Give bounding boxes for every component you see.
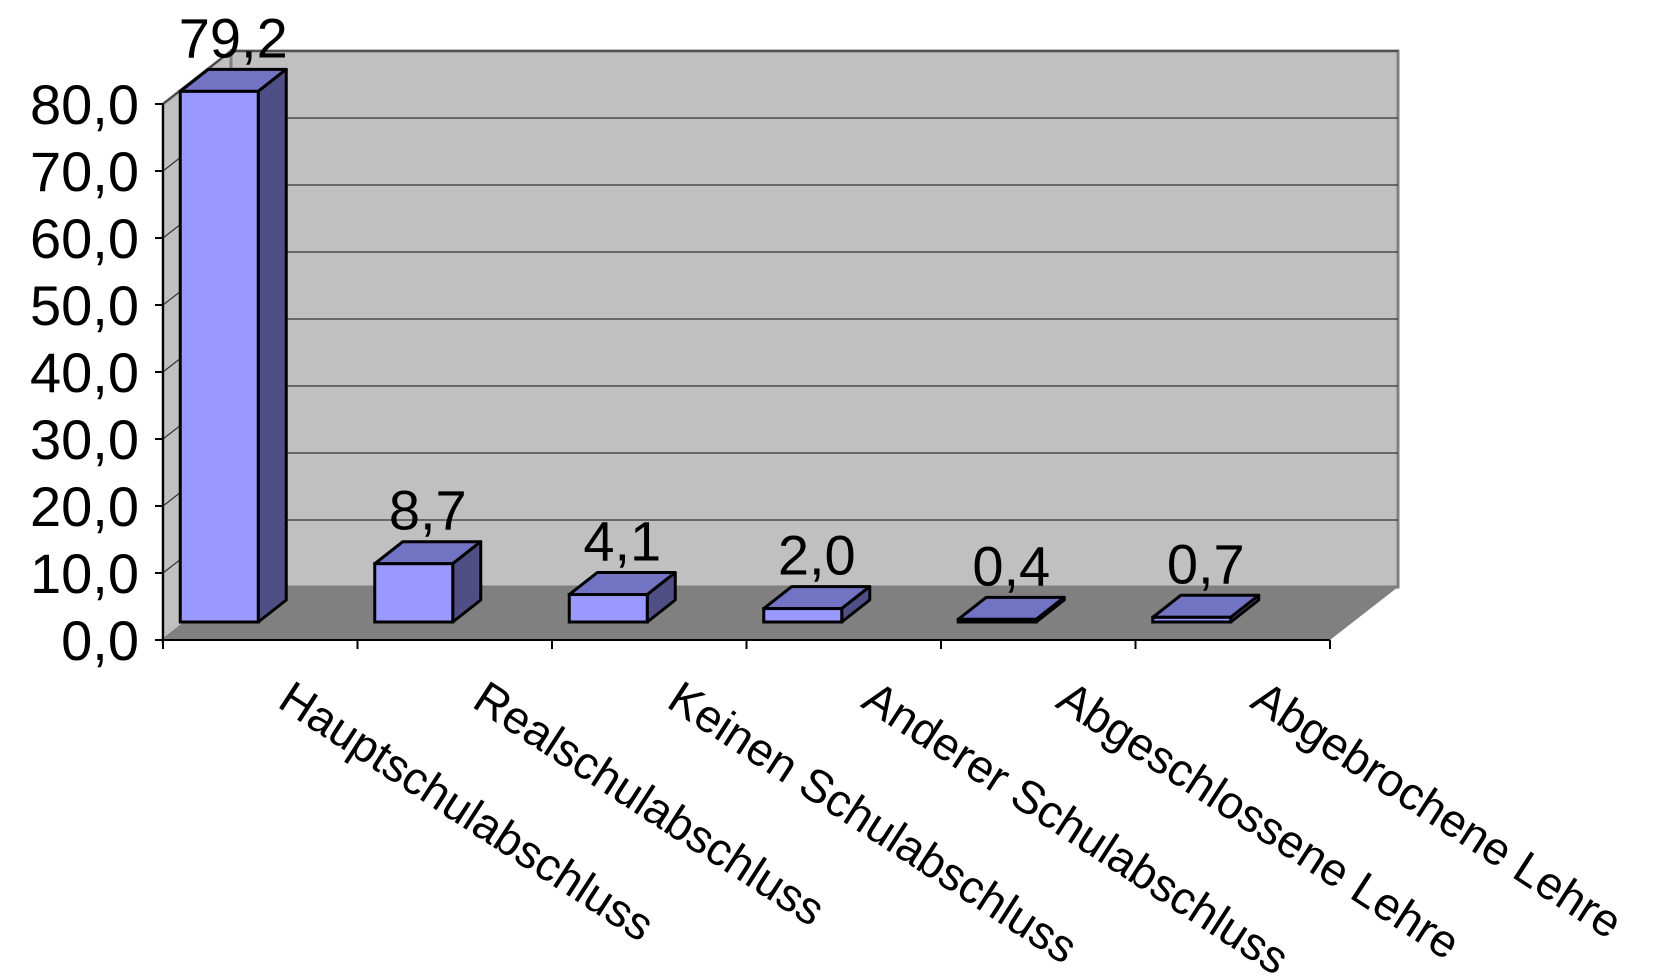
data-label: 4,1 — [583, 510, 661, 573]
y-tick-label: 50,0 — [30, 274, 139, 337]
y-tick-label: 60,0 — [30, 207, 139, 270]
bar-front — [178, 89, 260, 624]
bar — [373, 540, 483, 624]
bar-front — [956, 617, 1038, 624]
bar — [178, 67, 288, 624]
data-label: 8,7 — [389, 479, 467, 542]
bar-side — [256, 67, 288, 624]
bar-front — [567, 593, 649, 624]
bar — [956, 595, 1066, 624]
data-label: 2,0 — [778, 524, 856, 587]
bar-front — [762, 607, 844, 624]
bar — [762, 585, 872, 624]
y-tick-label: 0,0 — [61, 609, 139, 672]
bars — [178, 67, 1261, 624]
y-tick-label: 30,0 — [30, 408, 139, 471]
y-tick-label: 40,0 — [30, 341, 139, 404]
y-tick-label: 80,0 — [30, 73, 139, 136]
y-tick-label: 70,0 — [30, 140, 139, 203]
bar-front — [373, 562, 455, 624]
x-tick-label: Realschulabschluss — [465, 671, 834, 936]
data-label: 0,7 — [1167, 532, 1245, 595]
data-label: 0,4 — [972, 534, 1050, 597]
bar-front — [1151, 615, 1233, 624]
axes — [155, 103, 1331, 649]
y-tick-label: 20,0 — [30, 475, 139, 538]
data-label: 79,2 — [179, 6, 288, 69]
y-tick-label: 10,0 — [30, 542, 139, 605]
bar — [567, 571, 677, 624]
bar — [1151, 593, 1261, 624]
